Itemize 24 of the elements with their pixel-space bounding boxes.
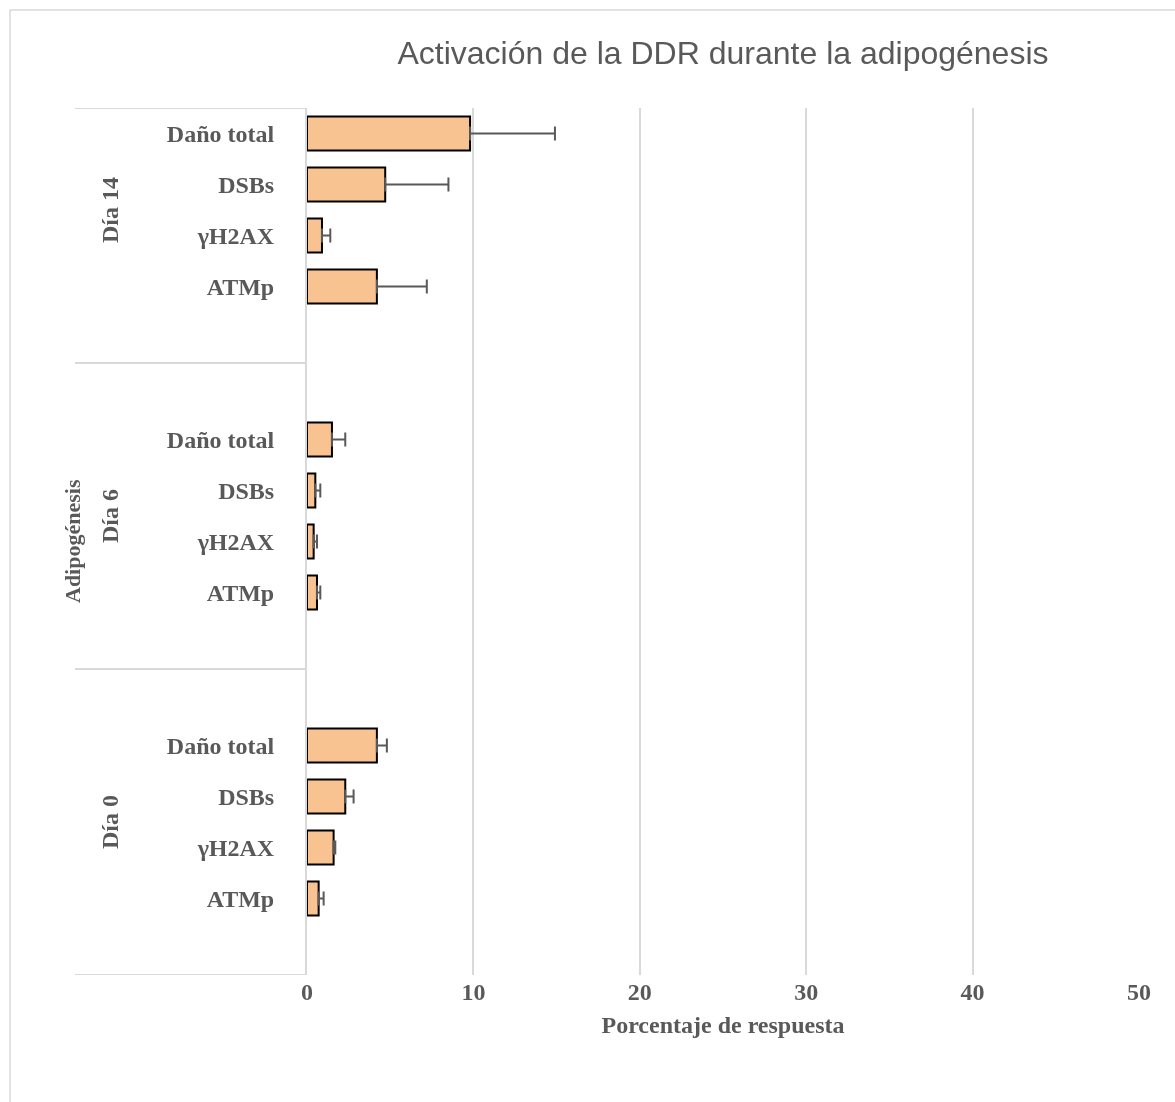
y-tick-label: ATMp: [206, 579, 275, 606]
y-tick-label: DSBs: [218, 783, 275, 810]
x-axis-title: Porcentaje de respuesta: [601, 1012, 845, 1039]
y-axis-title: Adipogénesis: [60, 479, 85, 603]
x-tick-label: 50: [1127, 979, 1151, 1005]
y-tick-label: Daño total: [166, 732, 275, 759]
x-tick-label: 40: [960, 979, 985, 1005]
y-tick-label: DSBs: [218, 477, 275, 504]
y-tick-label: DSBs: [218, 171, 275, 198]
chart-title: Activación de la DDR durante la adipogénesis: [397, 35, 1049, 72]
x-tick-label: 30: [794, 979, 819, 1005]
y-tick-label: ATMp: [206, 885, 275, 912]
x-tick-label: 20: [627, 979, 652, 1005]
y-tick-label: γH2AX: [196, 528, 275, 555]
y-tick-label: Daño total: [166, 426, 275, 453]
x-tick-label: 10: [461, 979, 486, 1005]
y-tick-label: Daño total: [166, 120, 275, 147]
y-tick-label: γH2AX: [196, 222, 275, 249]
y-tick-label: γH2AX: [196, 834, 275, 861]
text: Día 0: [97, 795, 123, 849]
y-tick-label: ATMp: [206, 273, 275, 300]
x-tick-label: 0: [301, 979, 313, 1005]
text: Día 6: [97, 489, 123, 543]
text: Día 14: [97, 177, 123, 243]
